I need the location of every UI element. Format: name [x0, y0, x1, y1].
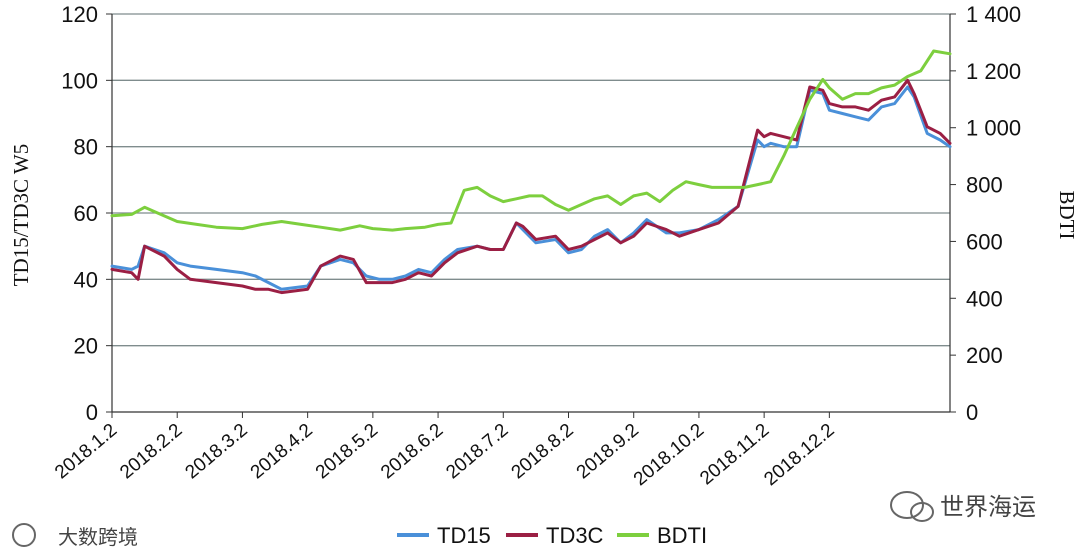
y-tick-label-right: 0 [966, 400, 978, 425]
watermark-right-text: 世界海运 [940, 493, 1036, 521]
y-tick-label-right: 1 000 [966, 116, 1021, 141]
x-tick-label: 2018.2.2 [116, 420, 186, 484]
y-tick-label-right: 1 400 [966, 2, 1021, 27]
series-line-td3c [110, 78, 952, 295]
gridlines [112, 13, 950, 347]
y-tick-label-right: 800 [966, 173, 1003, 198]
x-tick-label: 2018.4.2 [247, 420, 317, 484]
x-tick-label: 2018.7.2 [442, 420, 512, 484]
x-tick-label: 2018.1.2 [51, 420, 121, 484]
y-tick-label-left: 100 [61, 68, 98, 93]
x-tick-label: 2018.10.2 [630, 420, 708, 490]
watermark-left-logo-icon [12, 523, 36, 547]
x-tick-label: 2018.6.2 [377, 420, 447, 484]
legend-label-bdti: BDTI [657, 523, 707, 548]
x-tick-label: 2018.12.2 [760, 420, 838, 490]
x-tick-label: 2018.3.2 [181, 420, 251, 484]
series-line-bdti [110, 49, 952, 232]
legend-label-td3c: TD3C [546, 523, 604, 548]
y-tick-label-left: 60 [74, 201, 98, 226]
watermark-right-logo-icon [890, 491, 924, 519]
x-tick-label: 2018.11.2 [696, 420, 773, 490]
y-tick-label-left: 120 [61, 2, 98, 27]
y-tick-label-left: 80 [74, 135, 98, 160]
tick-labels: 0 20 40 60 80 100 120 0 200 400 600 800 1 000 1 200 1 … [51, 2, 1021, 490]
x-tick-label: 2018.8.2 [508, 420, 578, 484]
y-tick-label-right: 600 [966, 229, 1003, 254]
axes [106, 13, 956, 418]
y-tick-label-left: 0 [86, 400, 98, 425]
y-axis-title-right: BDTI [1055, 191, 1079, 240]
y-axis-title-left: TD15/TD3C W5 [9, 144, 33, 287]
series-lines [110, 49, 952, 295]
watermark-left-text: 大数跨境 [58, 525, 138, 549]
x-tick-label: 2018.5.2 [312, 420, 382, 484]
y-tick-label-left: 40 [74, 267, 98, 292]
legend-label-td15: TD15 [437, 523, 491, 548]
y-tick-label-right: 400 [966, 286, 1003, 311]
y-tick-label-right: 1 200 [966, 59, 1021, 84]
series-line-td15 [110, 85, 952, 291]
y-tick-label-right: 200 [966, 343, 1003, 368]
y-tick-label-left: 20 [74, 334, 98, 359]
watermarks: 大数跨境 世界海运 [12, 491, 1036, 549]
axis-titles: TD15/TD3C W5 BDTI [9, 144, 1079, 287]
legend: TD15 TD3C BDTI [397, 523, 707, 548]
watermark-right-logo-icon [910, 502, 934, 522]
